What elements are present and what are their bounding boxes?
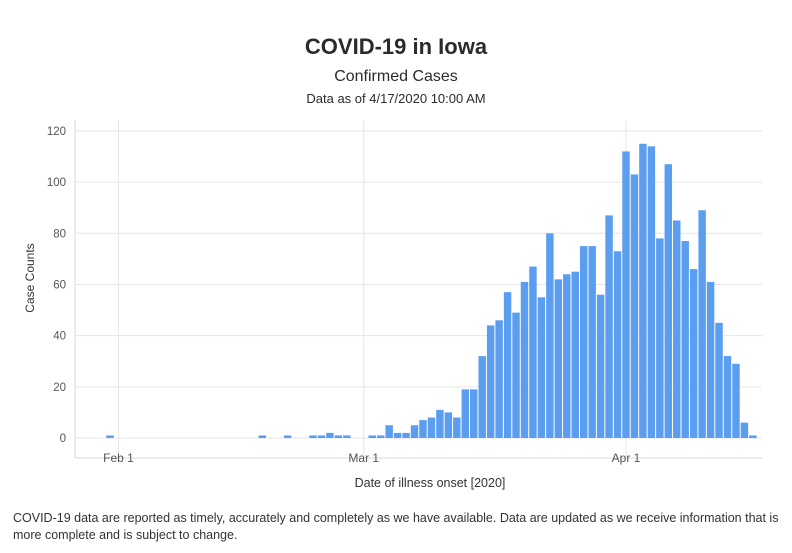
x-tick-label: Mar 1	[348, 451, 379, 465]
bar	[470, 389, 478, 438]
bar	[537, 297, 546, 438]
bar	[588, 246, 596, 438]
bar	[495, 320, 503, 438]
bar	[461, 389, 470, 438]
bar	[681, 240, 689, 438]
y-tick-label: 120	[47, 126, 66, 138]
bar	[740, 422, 749, 438]
bar	[732, 363, 740, 438]
bar	[723, 356, 732, 438]
bar	[283, 435, 292, 438]
bar	[571, 271, 579, 438]
bar	[596, 294, 605, 438]
data-as-of: Data as of 4/17/2020 10:00 AM	[306, 91, 486, 106]
bar	[478, 356, 486, 438]
y-axis-title: Case Counts	[23, 243, 37, 312]
bar	[343, 435, 351, 438]
footnote: COVID-19 data are reported as timely, ac…	[13, 511, 779, 542]
bar	[529, 266, 537, 438]
bar	[258, 435, 266, 438]
bar	[512, 312, 520, 438]
bar	[749, 435, 757, 438]
bar	[427, 417, 436, 438]
bar	[664, 164, 673, 438]
bar	[309, 435, 317, 438]
chart-title: COVID-19 in Iowa	[304, 34, 488, 59]
x-axis-title: Date of illness onset [2020]	[355, 476, 506, 490]
y-tick-label: 60	[53, 279, 66, 291]
bar	[639, 143, 647, 438]
bar	[376, 435, 385, 438]
bar	[520, 281, 529, 438]
x-tick-label: Apr 1	[612, 451, 641, 465]
x-tick-label: Feb 1	[103, 451, 134, 465]
bar	[393, 432, 402, 438]
bar	[698, 210, 706, 438]
bar	[326, 432, 334, 438]
bar	[706, 281, 715, 438]
bar	[554, 279, 563, 438]
y-tick-label: 20	[53, 382, 66, 394]
case-count-chart: 0 20 40 60 80 100 120 Feb 1 Mar 1 Apr 1 Date of il…	[23, 120, 762, 490]
bar	[106, 435, 114, 438]
bar	[436, 409, 444, 438]
bar	[613, 251, 622, 438]
bar	[419, 420, 427, 438]
bar	[673, 220, 681, 438]
bar	[689, 269, 698, 438]
bar	[453, 417, 461, 438]
bar	[402, 432, 410, 438]
bar	[563, 274, 571, 438]
bar	[656, 238, 664, 438]
bar	[486, 325, 495, 438]
y-tick-label: 100	[47, 177, 66, 189]
bar	[385, 425, 393, 438]
bar	[579, 246, 588, 438]
bar	[647, 146, 656, 438]
y-tick-label: 40	[53, 331, 66, 343]
chart-subtitle: Confirmed Cases	[334, 68, 458, 85]
bar	[410, 425, 419, 438]
bar	[546, 233, 554, 438]
bar	[630, 174, 639, 438]
bar	[605, 215, 613, 438]
bar	[503, 292, 512, 438]
y-tick-label: 0	[60, 433, 66, 445]
bar	[317, 435, 326, 438]
bar	[444, 412, 453, 438]
bar	[622, 151, 630, 438]
y-tick-label: 80	[53, 228, 66, 240]
bar	[368, 435, 376, 438]
bar	[715, 322, 723, 438]
bar	[334, 435, 343, 438]
